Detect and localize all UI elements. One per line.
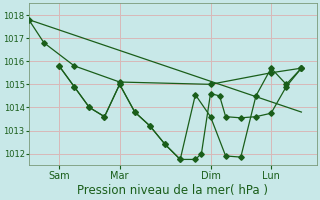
X-axis label: Pression niveau de la mer( hPa ): Pression niveau de la mer( hPa ) [77,184,268,197]
